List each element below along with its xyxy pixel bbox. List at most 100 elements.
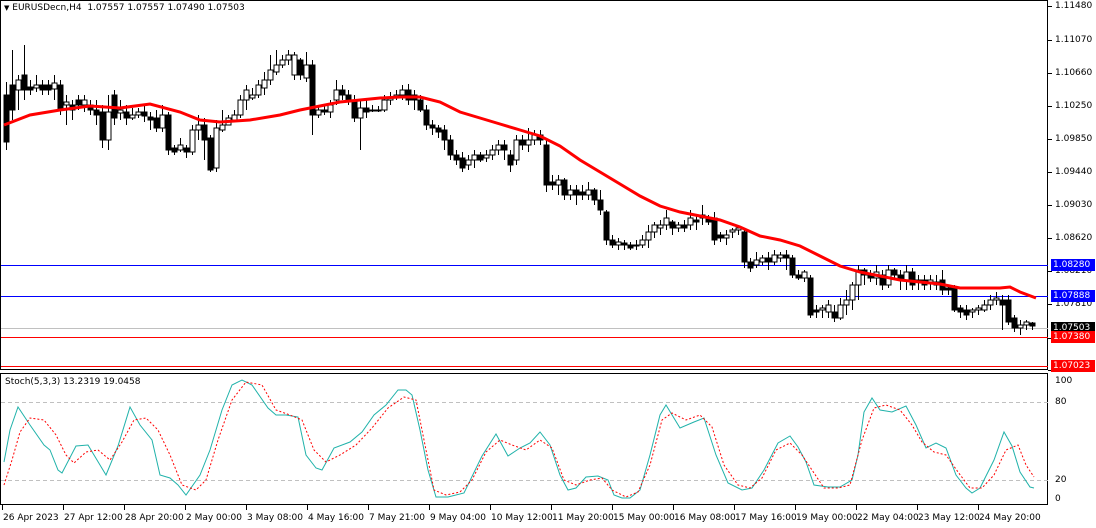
candle bbox=[741, 231, 748, 263]
time-tick-label: 3 May 08:00 bbox=[247, 513, 303, 523]
candle bbox=[249, 94, 256, 99]
time-tick-label: 9 May 04:00 bbox=[430, 513, 486, 523]
candle bbox=[339, 89, 346, 96]
time-tick-label: 10 May 12:00 bbox=[491, 513, 553, 523]
candle bbox=[93, 109, 100, 116]
stoch-level-label-0: 0 bbox=[1055, 494, 1061, 504]
stoch-level-label-80: 80 bbox=[1055, 397, 1067, 407]
time-tick-label: 26 Apr 2023 bbox=[3, 513, 59, 523]
candle bbox=[453, 154, 460, 161]
price-tick-label: 1.09850 bbox=[1055, 134, 1093, 144]
ohlc-values: 1.07557 1.07557 1.07490 1.07503 bbox=[87, 3, 245, 13]
main-chart-frame bbox=[0, 0, 1048, 370]
candle bbox=[969, 309, 976, 313]
candle bbox=[477, 154, 484, 161]
price-tick-label: 1.10250 bbox=[1055, 101, 1093, 111]
price-tick-label: 1.07810 bbox=[1055, 299, 1093, 309]
candle bbox=[129, 114, 136, 119]
candle bbox=[993, 297, 1000, 301]
candle bbox=[357, 107, 364, 119]
candle bbox=[501, 144, 508, 151]
candle bbox=[375, 109, 382, 112]
candle bbox=[45, 84, 52, 91]
candle bbox=[837, 304, 844, 319]
candle bbox=[789, 257, 796, 276]
candle bbox=[3, 94, 10, 143]
candle bbox=[507, 154, 514, 166]
time-tick-label: 17 May 16:00 bbox=[735, 513, 797, 523]
stoch-level-label-20: 20 bbox=[1055, 475, 1067, 485]
candle bbox=[975, 307, 982, 311]
candle bbox=[123, 111, 130, 119]
candle bbox=[843, 299, 850, 306]
triangle-down-icon[interactable]: ▼ bbox=[4, 4, 10, 12]
candle bbox=[267, 69, 274, 81]
stoch-main-line bbox=[3, 379, 1035, 499]
candle bbox=[261, 79, 268, 89]
candle bbox=[327, 104, 334, 113]
candle bbox=[819, 307, 826, 311]
price-axis-ticks bbox=[1048, 6, 1052, 371]
time-tick-label: 24 May 20:00 bbox=[979, 513, 1041, 523]
candle bbox=[513, 139, 520, 161]
candle bbox=[171, 147, 178, 153]
candle bbox=[1017, 324, 1024, 329]
candle bbox=[687, 217, 694, 226]
candle bbox=[747, 261, 754, 269]
candle bbox=[459, 157, 466, 169]
candle bbox=[723, 234, 730, 239]
price-tick-label: 1.08620 bbox=[1055, 233, 1093, 243]
candle bbox=[369, 109, 376, 112]
candle bbox=[315, 109, 322, 116]
candle bbox=[639, 239, 646, 246]
candle bbox=[27, 86, 34, 91]
candle bbox=[831, 311, 838, 319]
candle bbox=[981, 304, 988, 311]
candle bbox=[711, 217, 718, 241]
candle bbox=[783, 254, 790, 259]
candle bbox=[273, 64, 280, 73]
candle bbox=[405, 89, 412, 101]
candle bbox=[525, 139, 532, 146]
price-tag-1.07888: 1.07888 bbox=[1051, 290, 1095, 302]
price-tag-1.07380: 1.07380 bbox=[1051, 331, 1095, 343]
time-tick-label: 27 Apr 12:00 bbox=[64, 513, 123, 523]
candle bbox=[321, 109, 328, 113]
candle bbox=[951, 287, 958, 311]
time-tick-label: 7 May 21:00 bbox=[369, 513, 425, 523]
candle bbox=[363, 107, 370, 113]
candle bbox=[651, 224, 658, 233]
candle bbox=[291, 54, 298, 76]
candle bbox=[615, 241, 622, 246]
candle bbox=[903, 271, 910, 281]
candle bbox=[243, 89, 250, 101]
candle bbox=[891, 269, 898, 276]
candle bbox=[627, 244, 634, 249]
candle bbox=[51, 82, 58, 90]
time-tick-label: 2 May 00:00 bbox=[186, 513, 242, 523]
candle bbox=[573, 189, 580, 196]
candle bbox=[909, 271, 916, 286]
price-tick-label: 1.11070 bbox=[1055, 35, 1093, 45]
candle bbox=[213, 127, 220, 169]
candle bbox=[729, 229, 736, 233]
candle bbox=[585, 189, 592, 196]
candle bbox=[825, 304, 832, 313]
candle bbox=[231, 114, 238, 121]
candle bbox=[75, 99, 82, 106]
candle bbox=[219, 124, 226, 131]
candle bbox=[549, 181, 556, 186]
candle bbox=[33, 84, 40, 89]
candle bbox=[63, 101, 70, 106]
moving-average-line bbox=[3, 95, 1037, 300]
candle bbox=[753, 259, 760, 266]
price-tick-label: 1.08210 bbox=[1055, 266, 1093, 276]
candle bbox=[237, 99, 244, 116]
candle bbox=[177, 144, 184, 151]
candle bbox=[309, 64, 316, 116]
price-tag-1.07023: 1.07023 bbox=[1051, 360, 1095, 372]
candle bbox=[159, 114, 166, 129]
candle bbox=[759, 257, 766, 263]
candle bbox=[555, 179, 562, 186]
